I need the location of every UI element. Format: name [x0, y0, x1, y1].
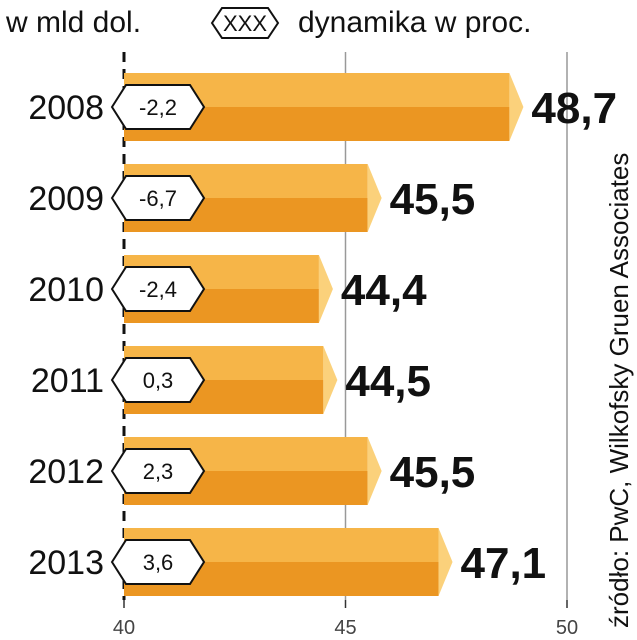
grid-layer [122, 52, 568, 600]
legend-badge [210, 7, 280, 39]
source-note: źródło: PwC, Wilkofsky Gruen Associates [604, 153, 634, 628]
unit-label: w mld dol. [5, 6, 141, 39]
legend-badge-label: XXX [223, 11, 267, 36]
dynamics-badge [110, 175, 206, 221]
x-axis-ticks: 40 45 50 [113, 600, 578, 639]
value-label: 48,7 [531, 84, 617, 133]
tick-label: 45 [334, 617, 356, 639]
bar-2009: -6,7 2009 45,5 [28, 164, 475, 232]
dynamics-badge [110, 84, 206, 130]
bar-cap [438, 528, 453, 596]
dynamics-badge [110, 539, 206, 585]
dynamics-badge [110, 448, 206, 494]
value-label: 44,5 [345, 357, 431, 406]
bar-2013: 3,6 2013 47,1 [28, 528, 546, 596]
bar-2008: -2,2 2008 48,7 [28, 73, 617, 141]
dynamics-label: -6,7 [139, 186, 177, 211]
year-label: 2011 [31, 362, 104, 400]
tick-label: 50 [556, 617, 578, 639]
dynamics-label: 3,6 [143, 550, 174, 575]
year-label: 2012 [28, 453, 104, 491]
bars-layer: -2,2 2008 48,7 -6,7 2009 45,5 -2,4 2010 44,4 0,3 2… [28, 73, 617, 596]
bar-cap [318, 255, 333, 323]
dynamics-label: 0,3 [143, 368, 174, 393]
value-label: 45,5 [390, 175, 476, 224]
bar-cap [367, 437, 382, 505]
legend-header: w mld dol. XXX dynamika w proc. [5, 6, 531, 39]
tick-label: 40 [113, 617, 135, 639]
dynamics-label: -2,4 [139, 277, 177, 302]
dynamics-label: 2,3 [143, 459, 174, 484]
year-label: 2010 [28, 271, 104, 309]
year-label: 2009 [28, 180, 104, 218]
bar-cap [323, 346, 338, 414]
year-label: 2008 [28, 89, 104, 127]
dynamics-badge [110, 357, 206, 403]
bar-2011: 0,3 2011 44,5 [31, 346, 431, 414]
value-label: 45,5 [390, 448, 476, 497]
value-label: 44,4 [341, 266, 427, 315]
bar-2010: -2,4 2010 44,4 [28, 255, 427, 323]
bar-2012: 2,3 2012 45,5 [28, 437, 475, 505]
value-label: 47,1 [461, 539, 547, 588]
dynamics-label: dynamika w proc. [298, 6, 531, 39]
bar-cap [367, 164, 382, 232]
dynamics-label: -2,2 [139, 95, 177, 120]
bar-cap [509, 73, 524, 141]
year-label: 2013 [28, 544, 104, 582]
dynamics-badge [110, 266, 206, 312]
